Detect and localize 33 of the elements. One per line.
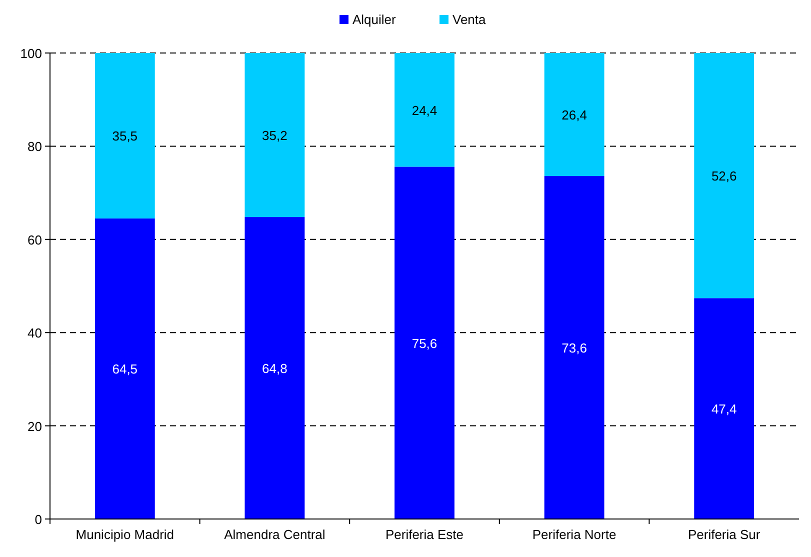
- x-tick-label: Periferia Norte: [532, 527, 616, 542]
- data-label: 64,5: [112, 362, 138, 377]
- y-tick-label: 60: [28, 232, 42, 248]
- bar: [244, 217, 305, 519]
- legend-label: Venta: [452, 12, 487, 27]
- bar: [94, 218, 155, 519]
- y-tick-label: 0: [34, 512, 42, 527]
- data-label: 64,8: [262, 361, 288, 376]
- x-tick-label: Periferia Este: [385, 527, 464, 542]
- bar: [694, 53, 754, 298]
- y-tick-label: 40: [28, 326, 42, 341]
- x-tick-label: Almendra Central: [224, 527, 326, 542]
- y-tick-label: 80: [28, 139, 42, 154]
- bar: [394, 166, 454, 519]
- data-label: 73,6: [562, 340, 587, 356]
- y-tick-label: 20: [28, 418, 42, 434]
- bar: [544, 53, 604, 176]
- data-label: 26,4: [562, 108, 587, 123]
- bar: [694, 298, 754, 519]
- bar: [394, 53, 454, 167]
- data-label: 52,6: [711, 168, 737, 184]
- data-label: 35,2: [262, 128, 288, 144]
- data-label: 47,4: [711, 402, 737, 417]
- bar: [244, 53, 305, 218]
- y-tick-label: 100: [20, 46, 42, 61]
- data-label: 35,5: [112, 128, 138, 144]
- data-label: 75,6: [412, 336, 438, 351]
- x-tick-label: Periferia Sur: [688, 527, 761, 542]
- data-label: 24,4: [412, 102, 438, 118]
- bar: [544, 176, 604, 519]
- legend-label: Alquiler: [352, 12, 397, 27]
- bar: [94, 53, 155, 218]
- x-tick-label: Municipio Madrid: [76, 527, 174, 542]
